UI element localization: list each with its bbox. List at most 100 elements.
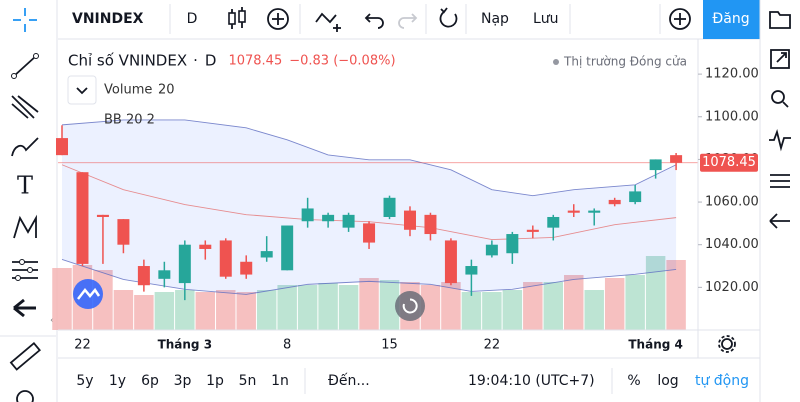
- volume-bar: [52, 268, 72, 330]
- range-button[interactable]: 5n: [239, 373, 257, 389]
- reset-icon[interactable]: [439, 7, 458, 28]
- volume-bar: [666, 260, 686, 330]
- open-icon[interactable]: [770, 49, 790, 69]
- candle-body: [117, 219, 130, 245]
- candle-body: [506, 234, 519, 254]
- pulse-icon[interactable]: [769, 128, 791, 152]
- volume-bar: [543, 282, 564, 330]
- candle-body: [96, 214, 109, 217]
- save-button[interactable]: Lưu: [533, 11, 559, 27]
- goto-button[interactable]: Đến...: [328, 372, 370, 389]
- volume-bar: [461, 292, 482, 330]
- range-button[interactable]: 6p: [141, 373, 159, 389]
- log-toggle[interactable]: log: [657, 373, 678, 389]
- percent-toggle[interactable]: %: [627, 373, 640, 389]
- volume-bar: [297, 285, 318, 330]
- volume-bar: [113, 290, 134, 330]
- brush-icon[interactable]: [11, 137, 39, 157]
- candle-body: [342, 214, 355, 228]
- volume-bar: [338, 285, 359, 330]
- legend-change: −0.83 (−0.08%): [289, 54, 395, 69]
- volume-bar: [645, 256, 666, 330]
- list-icon[interactable]: [770, 174, 790, 188]
- bb-fill: [62, 119, 677, 295]
- volume-bar: [277, 285, 297, 330]
- candle-body: [158, 270, 171, 279]
- volume-bar: [216, 290, 236, 330]
- candle-body: [137, 266, 150, 286]
- pattern-icon[interactable]: [13, 214, 37, 239]
- legend-close: 1078.45: [228, 54, 282, 69]
- back-arrow-icon[interactable]: [13, 298, 36, 318]
- candle-type-icon[interactable]: [228, 7, 246, 29]
- trendline-icon[interactable]: [11, 53, 39, 79]
- last-price-label: 1078.45: [702, 155, 756, 170]
- prediction-icon[interactable]: [12, 259, 38, 281]
- candle-body: [670, 155, 683, 163]
- publish-button[interactable]: Đăng: [712, 11, 749, 27]
- add-indicator-icon[interactable]: [267, 8, 289, 30]
- add-icon[interactable]: [669, 8, 691, 30]
- candle-body: [444, 240, 457, 284]
- candle-body: [403, 210, 416, 230]
- candle-body: [526, 229, 539, 232]
- volume-bar: [318, 283, 338, 330]
- volume-bar: [441, 282, 461, 330]
- volume-bar: [256, 290, 277, 330]
- replay-button[interactable]: [395, 291, 425, 321]
- crosshair-icon[interactable]: [13, 8, 37, 32]
- range-button[interactable]: 1y: [109, 373, 126, 389]
- undo-icon[interactable]: [364, 13, 384, 29]
- plot: [52, 119, 698, 330]
- auto-toggle[interactable]: tự động: [695, 373, 749, 389]
- compare-icon[interactable]: [315, 12, 341, 32]
- candle-body: [363, 223, 376, 243]
- candle-body: [567, 210, 580, 213]
- range-button[interactable]: 5y: [76, 373, 93, 389]
- text-tool-icon[interactable]: T: [17, 172, 33, 200]
- bb-line: [61, 258, 677, 295]
- arrow-left-icon[interactable]: [769, 213, 790, 229]
- volume-bar: [523, 282, 543, 330]
- load-button[interactable]: Nạp: [481, 11, 509, 27]
- ruler-icon[interactable]: [9, 342, 41, 371]
- volume-length: 20: [158, 83, 175, 98]
- redo-icon: [398, 13, 418, 29]
- candle-body: [608, 199, 621, 205]
- candle-body: [260, 251, 273, 258]
- collapse-handle[interactable]: ‹: [50, 315, 54, 326]
- volume-bar: [195, 292, 216, 330]
- collapse-legend-button[interactable]: [67, 75, 97, 105]
- volume-bar: [175, 290, 195, 330]
- candle-body: [56, 138, 68, 156]
- candle-body: [424, 214, 437, 235]
- candle-body: [199, 244, 212, 249]
- watchlist-icon[interactable]: [769, 11, 791, 29]
- candle-body: [322, 214, 335, 222]
- candle-body: [383, 197, 396, 217]
- y-tick-label: 1120.00: [705, 67, 759, 82]
- interval[interactable]: D: [187, 11, 198, 27]
- volume-bar: [420, 285, 441, 330]
- fib-icon[interactable]: [11, 95, 39, 119]
- date-label: Tháng 3: [158, 338, 213, 352]
- candle-body: [178, 244, 191, 284]
- more-icon[interactable]: [16, 390, 34, 402]
- candle-body: [629, 191, 642, 203]
- publish-button-bg[interactable]: [703, 0, 760, 39]
- candle-body: [465, 266, 478, 275]
- legend-title: Chỉ số VNINDEX: [68, 52, 187, 70]
- bb-line: [61, 119, 677, 197]
- settings-icon[interactable]: [718, 335, 736, 353]
- legend-interval: D: [205, 52, 217, 70]
- range-button[interactable]: 3p: [174, 373, 192, 389]
- legend-separator: ·: [193, 52, 198, 70]
- candle-body: [547, 216, 560, 228]
- search-icon[interactable]: [771, 90, 789, 108]
- candle-body: [588, 210, 601, 213]
- symbol[interactable]: VNINDEX: [72, 11, 144, 27]
- range-button[interactable]: 1n: [271, 373, 289, 389]
- range-button[interactable]: 1p: [206, 373, 224, 389]
